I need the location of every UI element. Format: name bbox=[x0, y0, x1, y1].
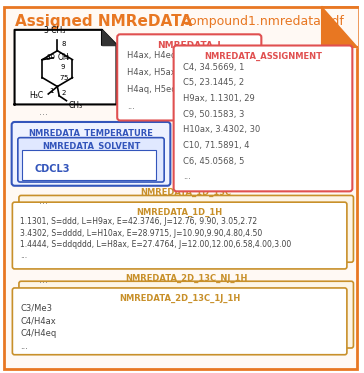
Polygon shape bbox=[322, 7, 357, 47]
Text: H4aq, H5eq, 3.30: H4aq, H5eq, 3.30 bbox=[127, 85, 200, 94]
Text: ...: ... bbox=[20, 342, 28, 351]
Text: 1.1301, S=ddd, L=H9ax, E=42.3746, J=12.76, 9.90, 3.05,2.72: 1.1301, S=ddd, L=H9ax, E=42.3746, J=12.7… bbox=[20, 217, 257, 226]
FancyBboxPatch shape bbox=[174, 46, 352, 191]
Text: 2: 2 bbox=[62, 90, 66, 95]
Text: NMREDATA_TEMPERATURE: NMREDATA_TEMPERATURE bbox=[28, 129, 154, 138]
Text: C3/Me3: C3/Me3 bbox=[20, 303, 52, 312]
Text: C9, 50.1583, 3: C9, 50.1583, 3 bbox=[183, 110, 245, 119]
FancyBboxPatch shape bbox=[18, 138, 164, 182]
Text: H₃C: H₃C bbox=[29, 91, 44, 100]
FancyBboxPatch shape bbox=[19, 281, 353, 348]
Text: NMREDATA_1D_1H: NMREDATA_1D_1H bbox=[136, 208, 223, 217]
Text: 1: 1 bbox=[49, 88, 54, 94]
Text: 1.4444, S=ddqddd, L=H8ax, E=27.4764, J=12.00,12.00,6.58,4.00,3.00: 1.4444, S=ddqddd, L=H8ax, E=27.4764, J=1… bbox=[20, 240, 291, 249]
FancyBboxPatch shape bbox=[22, 150, 156, 180]
Text: 3.4302, S=dddd, L=H10ax, E=28.9715, J=10.90,9.90,4.80,4.50: 3.4302, S=dddd, L=H10ax, E=28.9715, J=10… bbox=[20, 229, 262, 238]
Text: NMREDATA_ASSIGNMENT: NMREDATA_ASSIGNMENT bbox=[204, 52, 322, 62]
Text: H9ax, 1.1301, 29: H9ax, 1.1301, 29 bbox=[183, 94, 255, 103]
Text: 4: 4 bbox=[64, 55, 69, 61]
Text: NMREDATA_J: NMREDATA_J bbox=[157, 41, 221, 50]
Text: 10: 10 bbox=[47, 54, 56, 60]
Text: ...: ... bbox=[20, 251, 27, 260]
Text: OH: OH bbox=[58, 53, 69, 62]
Text: C4/H4ax: C4/H4ax bbox=[20, 316, 56, 325]
Text: NMREDATA_2D_13C_1J_1H: NMREDATA_2D_13C_1J_1H bbox=[119, 294, 240, 303]
FancyBboxPatch shape bbox=[4, 7, 357, 369]
Text: 3 CH₃: 3 CH₃ bbox=[44, 26, 65, 35]
Text: C4/H4eq: C4/H4eq bbox=[20, 329, 56, 338]
Text: 8: 8 bbox=[62, 41, 66, 47]
Text: NMREDATA_1D_13C: NMREDATA_1D_13C bbox=[141, 188, 232, 197]
Text: Assigned NMReDATA: Assigned NMReDATA bbox=[15, 14, 192, 29]
Text: H4ax, H4eq, 12.75: H4ax, H4eq, 12.75 bbox=[127, 51, 205, 60]
Text: ...: ... bbox=[39, 197, 48, 206]
Text: ...: ... bbox=[183, 172, 191, 181]
Text: compound1.nmredata.sdf: compound1.nmredata.sdf bbox=[182, 15, 344, 28]
Text: ...: ... bbox=[39, 107, 48, 117]
Text: H10ax, 3.4302, 30: H10ax, 3.4302, 30 bbox=[183, 125, 260, 134]
Text: H4ax, H5ax, 12.00: H4ax, H5ax, 12.00 bbox=[127, 68, 204, 77]
Polygon shape bbox=[322, 7, 357, 47]
Polygon shape bbox=[15, 30, 116, 104]
Text: 6: 6 bbox=[46, 55, 50, 61]
Text: 7: 7 bbox=[59, 75, 64, 81]
Text: 5: 5 bbox=[64, 75, 68, 81]
Text: C4, 34.5669, 1: C4, 34.5669, 1 bbox=[183, 63, 245, 72]
Text: NMREDATA_2D_13C_NJ_1H: NMREDATA_2D_13C_NJ_1H bbox=[125, 273, 248, 283]
Text: ...: ... bbox=[39, 276, 48, 285]
Text: CDCL3: CDCL3 bbox=[35, 164, 70, 173]
Text: ...: ... bbox=[127, 102, 135, 111]
FancyBboxPatch shape bbox=[19, 195, 353, 262]
Polygon shape bbox=[102, 30, 116, 45]
FancyBboxPatch shape bbox=[12, 288, 347, 355]
FancyBboxPatch shape bbox=[12, 122, 170, 186]
Text: C5, 23.1445, 2: C5, 23.1445, 2 bbox=[183, 78, 244, 87]
Text: 9: 9 bbox=[60, 64, 65, 70]
Text: NMREDATA_SOLVENT: NMREDATA_SOLVENT bbox=[42, 141, 140, 151]
FancyBboxPatch shape bbox=[117, 34, 261, 120]
FancyBboxPatch shape bbox=[12, 202, 347, 269]
Text: C10, 71.5891, 4: C10, 71.5891, 4 bbox=[183, 141, 250, 150]
Text: C6, 45.0568, 5: C6, 45.0568, 5 bbox=[183, 157, 245, 166]
Text: CH₃: CH₃ bbox=[68, 101, 82, 110]
